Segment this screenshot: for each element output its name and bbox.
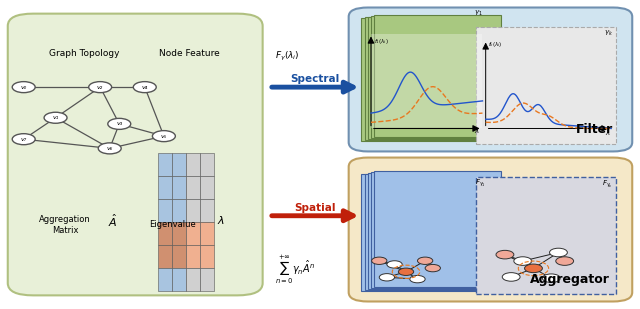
- FancyBboxPatch shape: [362, 18, 489, 141]
- Circle shape: [99, 143, 121, 154]
- Text: v₅: v₅: [161, 133, 167, 139]
- Bar: [172, 222, 186, 245]
- Circle shape: [417, 257, 433, 265]
- FancyBboxPatch shape: [374, 15, 501, 137]
- FancyBboxPatch shape: [365, 174, 492, 290]
- FancyBboxPatch shape: [367, 16, 495, 139]
- Text: $f_1(\lambda_i)$: $f_1(\lambda_i)$: [374, 36, 389, 46]
- Bar: [157, 153, 172, 176]
- Text: Node Feature: Node Feature: [159, 49, 220, 58]
- Bar: [172, 245, 186, 268]
- Bar: [157, 245, 172, 268]
- Circle shape: [152, 131, 175, 142]
- Text: $F_{\gamma_1}$: $F_{\gamma_1}$: [475, 177, 486, 189]
- Circle shape: [542, 274, 560, 282]
- Bar: [186, 222, 200, 245]
- Circle shape: [496, 250, 514, 259]
- Circle shape: [410, 275, 425, 283]
- Bar: [186, 245, 200, 268]
- FancyBboxPatch shape: [476, 177, 616, 294]
- Bar: [200, 222, 214, 245]
- Bar: [200, 153, 214, 176]
- Text: v₁: v₁: [52, 115, 59, 120]
- Circle shape: [380, 274, 394, 281]
- Bar: [186, 268, 200, 291]
- Circle shape: [550, 248, 568, 257]
- Text: $F_\gamma(\lambda_i)$: $F_\gamma(\lambda_i)$: [275, 49, 300, 63]
- Circle shape: [525, 264, 542, 273]
- Bar: [186, 176, 200, 199]
- Text: v₀: v₀: [20, 85, 27, 90]
- Bar: [200, 176, 214, 199]
- Circle shape: [425, 265, 440, 272]
- Bar: [172, 153, 186, 176]
- Circle shape: [44, 112, 67, 123]
- Circle shape: [387, 261, 402, 268]
- Text: $\hat{A}$: $\hat{A}$: [108, 212, 118, 229]
- FancyBboxPatch shape: [476, 28, 616, 144]
- Circle shape: [12, 134, 35, 145]
- Circle shape: [398, 268, 413, 275]
- Bar: [186, 153, 200, 176]
- Bar: [200, 245, 214, 268]
- Bar: [371, 34, 483, 129]
- Text: v₆: v₆: [107, 146, 113, 151]
- Bar: [157, 199, 172, 222]
- Text: Aggregator: Aggregator: [530, 273, 610, 286]
- Circle shape: [89, 82, 111, 93]
- Text: v₂: v₂: [97, 85, 103, 90]
- FancyBboxPatch shape: [371, 16, 498, 138]
- Text: $\gamma_1$: $\gamma_1$: [474, 9, 483, 18]
- Bar: [157, 268, 172, 291]
- Bar: [200, 199, 214, 222]
- FancyBboxPatch shape: [371, 172, 498, 288]
- FancyBboxPatch shape: [349, 158, 632, 302]
- Text: v₇: v₇: [20, 137, 27, 142]
- Text: Filter: Filter: [576, 123, 613, 136]
- Bar: [186, 199, 200, 222]
- Circle shape: [12, 82, 35, 93]
- Bar: [200, 268, 214, 291]
- FancyBboxPatch shape: [365, 17, 492, 140]
- Polygon shape: [476, 186, 489, 288]
- Bar: [172, 199, 186, 222]
- Polygon shape: [476, 31, 489, 138]
- Circle shape: [514, 257, 532, 265]
- Text: $f_k(\lambda_i)$: $f_k(\lambda_i)$: [488, 40, 502, 49]
- Text: Eigenvalue: Eigenvalue: [148, 220, 196, 229]
- Circle shape: [372, 257, 387, 265]
- Circle shape: [133, 82, 156, 93]
- Circle shape: [502, 273, 520, 281]
- Text: v₄: v₄: [141, 85, 148, 90]
- Text: $\gamma_k$: $\gamma_k$: [604, 29, 613, 38]
- Bar: [172, 176, 186, 199]
- Bar: [172, 268, 186, 291]
- Text: Spectral: Spectral: [291, 74, 340, 84]
- Text: $\sum_{n=0}^{+\infty}\gamma_n\hat{A}^n$: $\sum_{n=0}^{+\infty}\gamma_n\hat{A}^n$: [275, 254, 316, 286]
- Text: $F_{\gamma_k}$: $F_{\gamma_k}$: [602, 179, 613, 190]
- Text: Spatial: Spatial: [294, 203, 336, 213]
- FancyBboxPatch shape: [349, 7, 632, 151]
- FancyBboxPatch shape: [362, 174, 489, 291]
- Bar: [157, 176, 172, 199]
- Text: $\lambda$: $\lambda$: [474, 126, 479, 135]
- FancyBboxPatch shape: [374, 171, 501, 287]
- FancyBboxPatch shape: [8, 14, 262, 295]
- Text: $\lambda$: $\lambda$: [217, 214, 225, 226]
- Text: $\lambda$: $\lambda$: [605, 128, 611, 137]
- Bar: [157, 222, 172, 245]
- Circle shape: [108, 118, 131, 129]
- Text: Graph Topology: Graph Topology: [49, 49, 120, 58]
- FancyBboxPatch shape: [367, 173, 495, 289]
- Text: v₃: v₃: [116, 121, 122, 126]
- Text: Aggregation
Matrix: Aggregation Matrix: [39, 215, 91, 235]
- Circle shape: [556, 257, 573, 265]
